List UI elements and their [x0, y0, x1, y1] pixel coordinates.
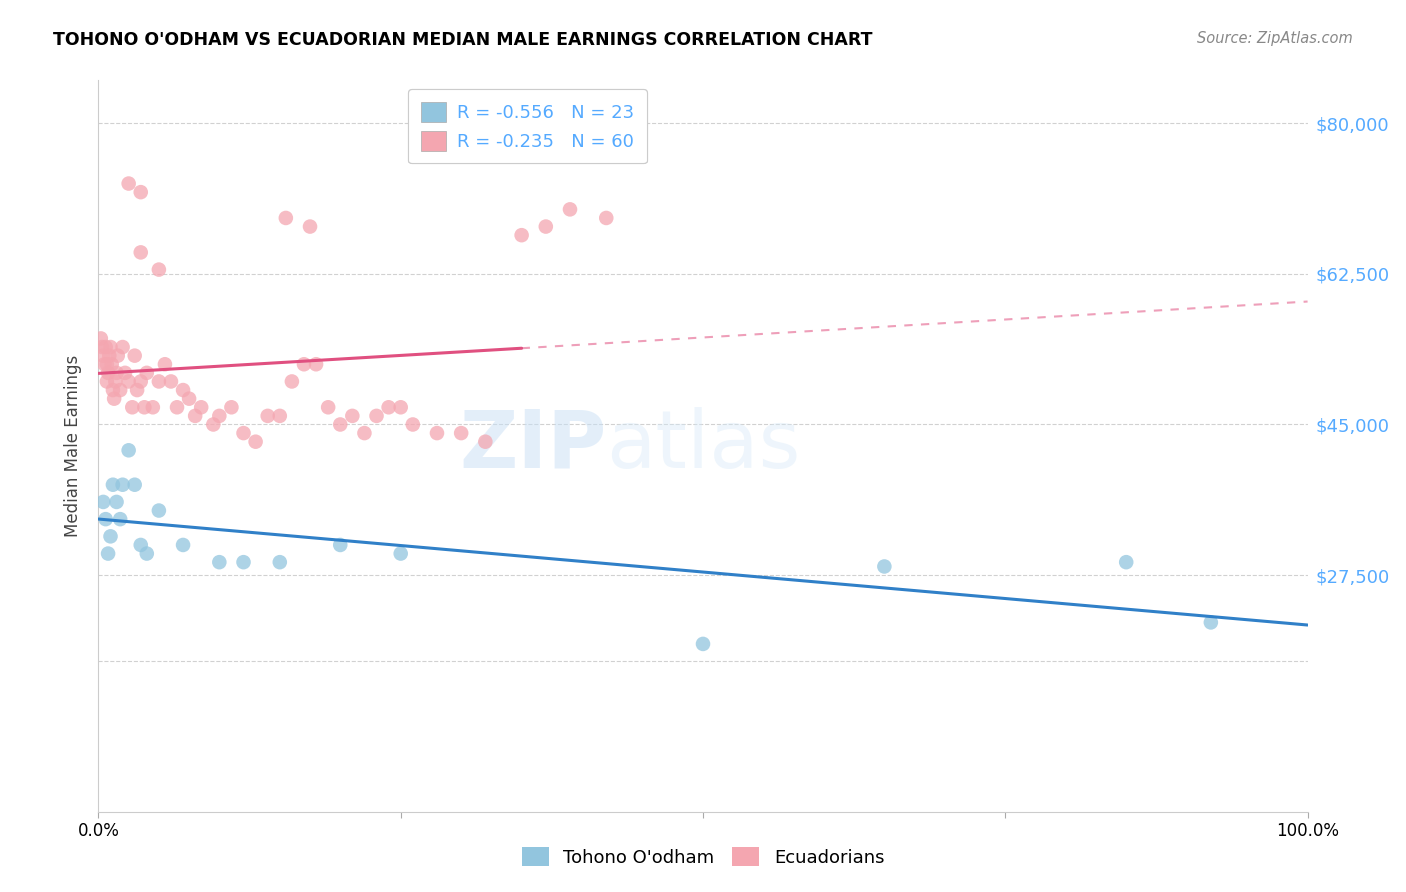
Point: [108, 512, 131, 526]
Point: [160, 375, 183, 389]
Point: [107, 349, 129, 363]
Point: [129, 245, 152, 260]
Point: [269, 555, 291, 569]
Point: [142, 401, 165, 415]
Point: [232, 426, 254, 441]
Point: [108, 383, 131, 397]
Point: [118, 177, 141, 191]
Point: [103, 392, 125, 406]
Point: [450, 426, 472, 441]
Point: [342, 409, 364, 423]
Point: [256, 409, 278, 423]
Point: [1199, 615, 1222, 630]
Point: [274, 211, 297, 225]
Point: [100, 529, 122, 543]
Point: [135, 547, 157, 561]
Point: [101, 383, 124, 397]
Point: [134, 401, 156, 415]
Point: [172, 538, 194, 552]
Point: [105, 366, 128, 380]
Point: [127, 383, 149, 397]
Point: [221, 401, 243, 415]
Point: [91, 495, 114, 509]
Text: TOHONO O'ODHAM VS ECUADORIAN MEDIAN MALE EARNINGS CORRELATION CHART: TOHONO O'ODHAM VS ECUADORIAN MEDIAN MALE…: [53, 31, 873, 49]
Point: [96, 375, 118, 389]
Point: [93, 357, 115, 371]
Point: [510, 228, 533, 243]
Legend: Tohono O'odham, Ecuadorians: Tohono O'odham, Ecuadorians: [515, 840, 891, 874]
Point: [124, 349, 146, 363]
Point: [91, 349, 114, 363]
Point: [353, 426, 375, 441]
Point: [129, 538, 152, 552]
Point: [129, 185, 152, 199]
Point: [692, 637, 714, 651]
Point: [148, 262, 170, 277]
Point: [101, 477, 124, 491]
Point: [166, 401, 188, 415]
Point: [153, 357, 176, 371]
Point: [91, 340, 114, 354]
Point: [595, 211, 617, 225]
Point: [269, 409, 291, 423]
Point: [208, 555, 231, 569]
Point: [111, 340, 134, 354]
Point: [474, 434, 496, 449]
Point: [118, 443, 141, 458]
Point: [94, 512, 117, 526]
Point: [389, 401, 412, 415]
Point: [534, 219, 557, 234]
Point: [873, 559, 896, 574]
Y-axis label: Median Male Earnings: Median Male Earnings: [65, 355, 83, 537]
Point: [184, 409, 207, 423]
Point: [100, 357, 122, 371]
Point: [366, 409, 388, 423]
Point: [208, 409, 231, 423]
Point: [299, 219, 322, 234]
Point: [316, 401, 339, 415]
Point: [104, 375, 127, 389]
Legend: R = -0.556   N = 23, R = -0.235   N = 60: R = -0.556 N = 23, R = -0.235 N = 60: [408, 89, 647, 163]
Point: [148, 375, 170, 389]
Point: [402, 417, 425, 432]
Point: [97, 547, 120, 561]
Point: [305, 357, 328, 371]
Point: [377, 401, 399, 415]
Point: [105, 495, 128, 509]
Point: [389, 547, 412, 561]
Point: [114, 366, 136, 380]
Point: [100, 340, 122, 354]
Point: [124, 477, 146, 491]
Point: [90, 331, 112, 345]
Point: [118, 375, 141, 389]
Point: [329, 538, 352, 552]
Point: [121, 401, 143, 415]
Point: [558, 202, 581, 217]
Text: atlas: atlas: [606, 407, 800, 485]
Point: [98, 349, 121, 363]
Point: [129, 375, 152, 389]
Point: [245, 434, 267, 449]
Point: [97, 366, 120, 380]
Point: [135, 366, 157, 380]
Point: [202, 417, 225, 432]
Text: ZIP: ZIP: [458, 407, 606, 485]
Point: [96, 357, 118, 371]
Point: [232, 555, 254, 569]
Point: [281, 375, 304, 389]
Point: [111, 477, 134, 491]
Point: [94, 340, 117, 354]
Text: Source: ZipAtlas.com: Source: ZipAtlas.com: [1197, 31, 1353, 46]
Point: [172, 383, 194, 397]
Point: [426, 426, 449, 441]
Point: [292, 357, 315, 371]
Point: [1115, 555, 1137, 569]
Point: [148, 503, 170, 517]
Point: [329, 417, 352, 432]
Point: [190, 401, 212, 415]
Point: [179, 392, 201, 406]
